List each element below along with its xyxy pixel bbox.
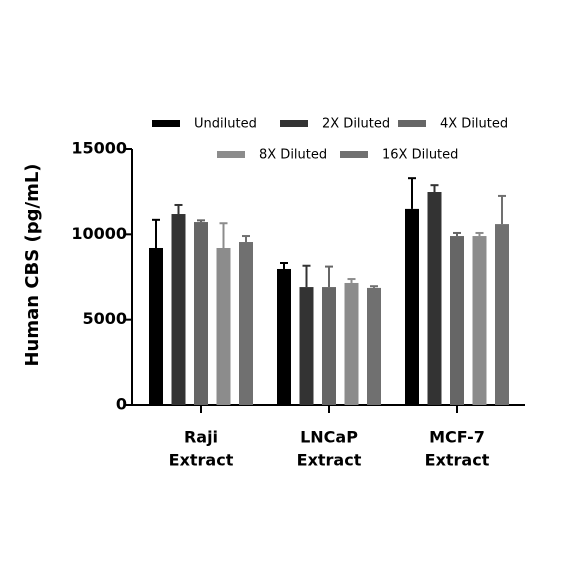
bar: [171, 214, 186, 405]
bar: [495, 224, 509, 405]
x-tick-label: LNCaP: [300, 428, 358, 447]
y-axis-title: Human CBS (pg/mL): [22, 163, 43, 366]
bar: [427, 192, 442, 405]
bar: [277, 268, 291, 405]
bar: [367, 287, 381, 405]
error-bar: [453, 231, 461, 237]
bar: [239, 242, 253, 405]
bar: [216, 247, 231, 405]
error-bar: [370, 285, 378, 288]
error-bar: [408, 177, 416, 209]
bar: [450, 236, 464, 405]
x-tick-label: Extract: [169, 451, 234, 470]
error-bar: [219, 222, 228, 248]
error-bar: [280, 262, 288, 269]
error-bar: [174, 203, 183, 215]
error-bar: [475, 231, 484, 237]
y-tick-label: 10000: [71, 224, 127, 243]
x-tick-label: Extract: [425, 451, 490, 470]
error-bar: [325, 265, 333, 288]
bar: [405, 208, 419, 405]
error-bar: [430, 184, 439, 193]
legend-swatch: [398, 120, 426, 127]
error-bar: [347, 278, 356, 283]
legend-label: Undiluted: [194, 117, 257, 132]
bar: [194, 222, 208, 405]
legend-label: 8X Diluted: [259, 148, 327, 163]
legend-label: 2X Diluted: [322, 117, 390, 132]
y-tick-label: 5000: [82, 309, 127, 328]
error-bar: [152, 218, 160, 248]
error-bar: [498, 194, 506, 225]
y-tick-label: 15000: [71, 139, 127, 158]
error-bar: [302, 264, 311, 288]
x-tick-label: MCF-7: [429, 428, 485, 447]
bar: [472, 236, 487, 405]
legend-swatch: [280, 120, 308, 127]
x-tick-label: Extract: [297, 451, 362, 470]
x-tick-label: Raji: [184, 428, 218, 447]
error-bar: [197, 219, 205, 223]
bar: [299, 287, 314, 405]
legend-label: 16X Diluted: [382, 148, 458, 163]
bar: [322, 287, 336, 405]
bar: [149, 247, 163, 405]
legend-swatch: [340, 151, 368, 158]
y-tick-label: 0: [116, 395, 127, 414]
legend-swatch: [152, 120, 180, 127]
legend-swatch: [217, 151, 245, 158]
error-bar: [242, 235, 250, 243]
legend-label: 4X Diluted: [440, 117, 508, 132]
bar: [344, 282, 359, 405]
